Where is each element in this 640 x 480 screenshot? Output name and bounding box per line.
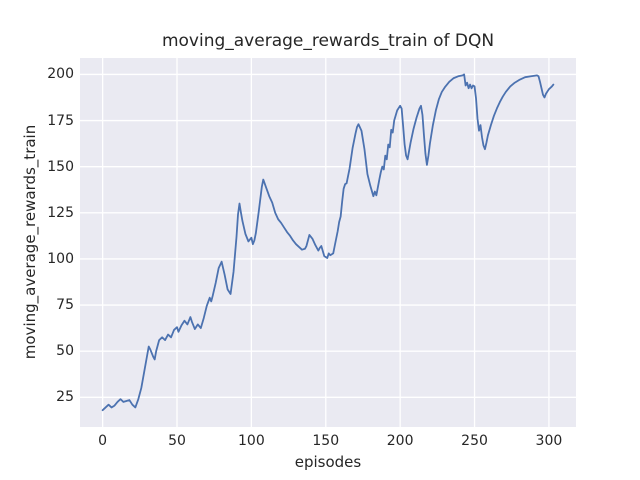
y-tick-label: 175 xyxy=(47,112,74,129)
x-tick-label: 150 xyxy=(312,433,340,449)
x-axis-label: episodes xyxy=(294,453,362,471)
chart-title: moving_average_rewards_train of DQN xyxy=(161,31,495,51)
series-line xyxy=(101,73,555,412)
y-tick-label: 50 xyxy=(56,343,74,360)
y-tick-label: 75 xyxy=(56,297,74,314)
y-tick-label: 100 xyxy=(47,250,74,267)
x-tick-label: 0 xyxy=(98,433,108,449)
y-axis-label-text: moving_average_rewards_train xyxy=(21,124,39,360)
x-tick-label: 250 xyxy=(461,433,488,449)
plot-svg xyxy=(80,58,576,427)
x-tick-label: 200 xyxy=(386,433,414,449)
y-tick-label: 150 xyxy=(47,158,74,175)
x-tick-label: 100 xyxy=(238,433,265,449)
y-tick-label: 125 xyxy=(47,204,74,221)
x-tick-label: 300 xyxy=(535,433,563,449)
y-tick-label: 200 xyxy=(47,66,74,83)
plot-area xyxy=(80,58,576,427)
x-tick-label: 50 xyxy=(168,433,186,449)
y-tick-label: 25 xyxy=(56,389,74,406)
